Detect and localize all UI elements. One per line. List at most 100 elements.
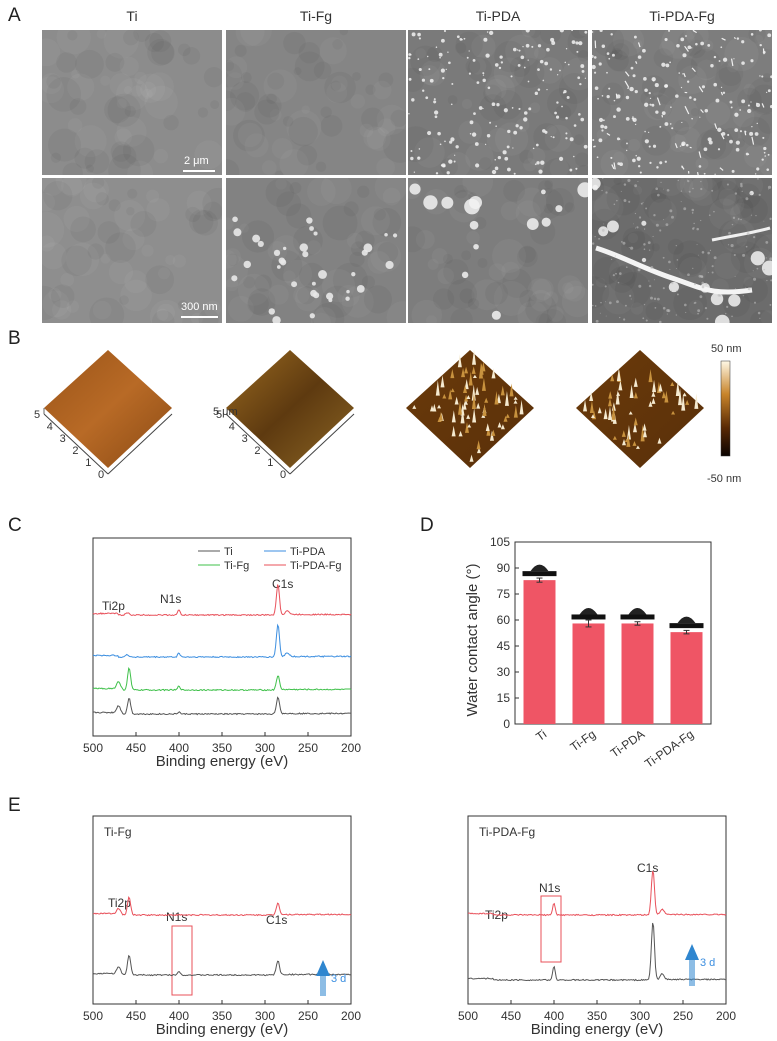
svg-text:400: 400 — [544, 1009, 564, 1023]
xps-chart-e1: Ti-Fg Ti2p N1s C1s 3 d 500 450 400 350 300 25… — [83, 815, 361, 1038]
bar-ti — [523, 580, 556, 724]
e2-n1s-highlight-box — [540, 895, 562, 963]
svg-text:300: 300 — [255, 1009, 275, 1023]
xps-chart-c: Ti Ti-PDA Ti-Fg Ti-PDA-Fg Ti2p N1s C1s 5… — [83, 537, 361, 770]
droplet-substrate — [620, 614, 655, 620]
svg-text:0: 0 — [98, 469, 104, 481]
sem-image-top-1 — [42, 30, 222, 175]
scale-bar-bottom — [181, 316, 218, 318]
droplet-substrate — [522, 571, 557, 577]
svg-text:45: 45 — [497, 639, 511, 653]
svg-text:200: 200 — [341, 1009, 361, 1023]
panel-letter-b: B — [8, 328, 21, 349]
svg-text:500: 500 — [458, 1009, 478, 1023]
svg-text:0: 0 — [280, 469, 286, 481]
e2-curve-before — [467, 922, 727, 982]
svg-text:350: 350 — [587, 1009, 607, 1023]
svg-text:2: 2 — [72, 445, 78, 457]
svg-text:1: 1 — [267, 457, 273, 469]
e1-curve-after — [92, 896, 352, 917]
col-title-ti-pda: Ti-PDA — [475, 8, 521, 24]
droplet-icon — [579, 607, 598, 615]
bar-ti-pda-fg — [670, 632, 703, 724]
xps-curve-ti-pda — [92, 623, 352, 659]
afm-axis-left — [43, 413, 109, 475]
panel-letter-c: C — [8, 515, 22, 536]
afm-axis-unit: 5 μm — [213, 406, 238, 418]
svg-text:250: 250 — [298, 1009, 318, 1023]
svg-text:90: 90 — [497, 561, 511, 575]
svg-text:250: 250 — [298, 741, 318, 755]
panel-letter-d: D — [420, 515, 434, 536]
afm-colorbar — [720, 360, 731, 457]
svg-text:4: 4 — [229, 421, 235, 433]
chart-d-frame — [514, 541, 712, 725]
svg-text:300: 300 — [630, 1009, 650, 1023]
e2-arrow — [685, 944, 699, 986]
sem-image-bottom-1 — [42, 178, 222, 323]
legend-label-ti-fg: Ti-Fg — [224, 560, 249, 572]
svg-text:400: 400 — [169, 741, 189, 755]
bar-ti-pda — [621, 623, 654, 724]
afm-surface-ti-fg — [226, 350, 354, 468]
droplet-substrate — [571, 614, 606, 620]
svg-text:3: 3 — [242, 433, 248, 445]
e2-arrow-label: 3 d — [700, 957, 715, 969]
chart-e1-xlabel: Binding energy (eV) — [156, 1021, 289, 1038]
panel-letter-a: A — [8, 5, 21, 26]
e2-peak-label-n1s: N1s — [539, 881, 560, 895]
svg-text:350: 350 — [212, 1009, 232, 1023]
e1-peak-label-n1s: N1s — [166, 910, 187, 924]
chart-e2-title: Ti-PDA-Fg — [479, 825, 535, 839]
droplet-icon — [677, 616, 696, 624]
svg-text:105: 105 — [490, 535, 510, 549]
svg-text:30: 30 — [497, 665, 511, 679]
svg-text:300: 300 — [255, 741, 275, 755]
svg-text:400: 400 — [169, 1009, 189, 1023]
peak-label-c1s: C1s — [272, 577, 293, 591]
e1-n1s-highlight-box — [171, 925, 193, 996]
scale-label-bottom: 300 nm — [181, 301, 218, 313]
afm-surface-ti — [44, 350, 172, 468]
afm-surface-ti-pda — [406, 350, 534, 468]
svg-text:200: 200 — [341, 741, 361, 755]
chart-c-xlabel: Binding energy (eV) — [156, 753, 289, 770]
svg-text:75: 75 — [497, 587, 511, 601]
e1-peak-label-c1s: C1s — [266, 913, 287, 927]
xps-chart-e2: Ti-PDA-Fg Ti2p N1s C1s 3 d 500 450 400 350 3… — [458, 815, 736, 1038]
svg-text:500: 500 — [83, 1009, 103, 1023]
bar-ti-fg — [572, 623, 605, 724]
panel-letter-e: E — [8, 795, 21, 816]
svg-text:Ti-PDA: Ti-PDA — [608, 727, 647, 760]
svg-text:450: 450 — [501, 1009, 521, 1023]
afm-axis-left-2 — [225, 413, 291, 475]
sem-image-bottom-3 — [408, 178, 588, 323]
afm-colorbar-max: 50 nm — [711, 343, 742, 355]
legend-label-ti: Ti — [224, 546, 233, 558]
sem-image-bottom-4 — [592, 178, 772, 323]
svg-text:250: 250 — [673, 1009, 693, 1023]
chart-d-ylabel: Water contact angle (°) — [464, 563, 481, 716]
svg-text:0: 0 — [503, 717, 510, 731]
svg-text:3: 3 — [60, 433, 66, 445]
col-title-ti: Ti — [126, 8, 138, 24]
scale-bar-top — [183, 170, 215, 172]
afm-panel: 0 01 12 23 34 45 5 5 μm 50 nm -50 nm — [34, 343, 742, 485]
svg-text:15: 15 — [497, 691, 511, 705]
legend-label-ti-pda: Ti-PDA — [290, 546, 326, 558]
peak-label-n1s: N1s — [160, 592, 181, 606]
chart-e1-title: Ti-Fg — [104, 825, 132, 839]
droplet-substrate — [669, 623, 704, 629]
e1-peak-label-ti2p: Ti2p — [108, 896, 131, 910]
e2-curve-after — [467, 870, 727, 917]
col-title-ti-fg: Ti-Fg — [299, 8, 333, 24]
svg-text:5: 5 — [216, 409, 222, 421]
droplet-icon — [628, 607, 647, 615]
bar-chart-d: Water contact angle (°) 0 15 30 45 60 75 90 105… — [464, 535, 712, 771]
afm-colorbar-min: -50 nm — [707, 473, 741, 485]
e1-arrow — [316, 960, 330, 996]
sem-image-top-2 — [226, 30, 406, 175]
svg-text:1: 1 — [85, 457, 91, 469]
svg-text:4: 4 — [47, 421, 53, 433]
svg-text:60: 60 — [497, 613, 511, 627]
